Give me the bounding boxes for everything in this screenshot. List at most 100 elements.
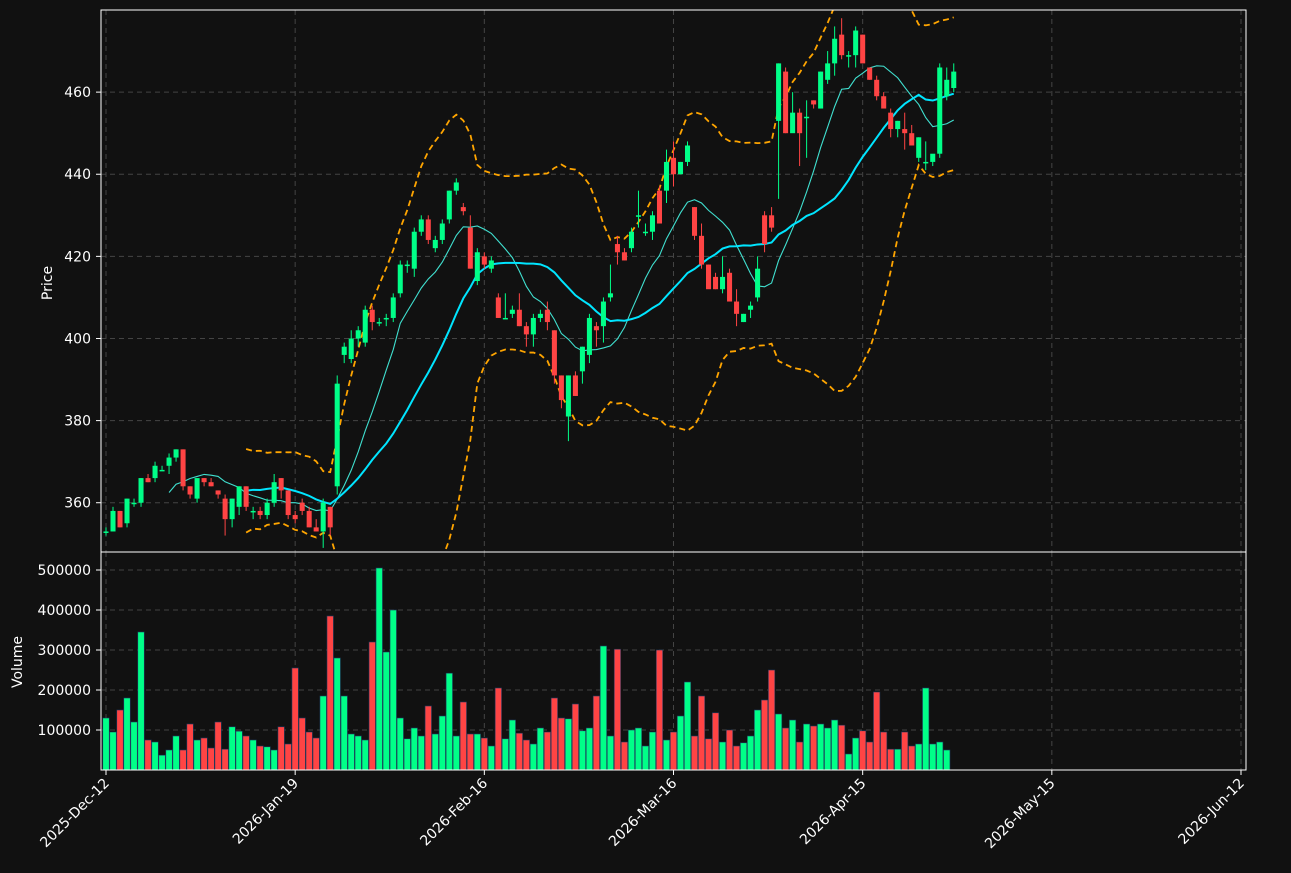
candle-body — [390, 297, 396, 318]
price-axis: 360 380 400 420 440 460 — [64, 85, 101, 512]
volume-bar — [305, 731, 313, 771]
volume-bar — [873, 691, 881, 771]
candle-body — [951, 71, 957, 89]
candle — [713, 272, 719, 290]
candle — [607, 264, 613, 302]
candle-body — [649, 215, 656, 232]
candle — [439, 219, 445, 245]
candle — [860, 34, 866, 64]
candle-body — [944, 79, 950, 97]
candle — [327, 506, 333, 536]
candle-body — [257, 510, 263, 516]
candle-body — [173, 449, 179, 458]
candle-body — [642, 231, 648, 234]
price-axis-label: Price — [40, 266, 56, 300]
candle — [741, 313, 747, 323]
volume-bar — [866, 741, 874, 771]
candle — [215, 490, 221, 499]
volume-bar — [719, 741, 727, 771]
candle — [755, 256, 761, 302]
candle-body — [558, 375, 564, 401]
volume-bar — [382, 651, 390, 771]
candle — [516, 293, 522, 327]
candle — [173, 449, 179, 462]
candle — [404, 260, 410, 273]
volume-bar — [733, 745, 741, 771]
candle — [117, 510, 123, 528]
candle-body — [250, 510, 256, 513]
candle — [229, 498, 235, 528]
candle — [818, 71, 824, 109]
candle — [769, 207, 775, 232]
volume-bar — [662, 739, 671, 771]
volume-bar — [922, 687, 930, 771]
candle-body — [320, 502, 326, 532]
volume-bar — [179, 749, 187, 771]
candle-body — [348, 338, 354, 360]
volume-bar — [571, 703, 579, 771]
candle-body — [720, 276, 726, 290]
candle — [250, 506, 256, 520]
candle — [131, 498, 137, 507]
volume-bar — [894, 748, 902, 771]
volume-bar — [915, 743, 923, 771]
candle-body — [208, 482, 214, 487]
candle-body — [811, 100, 817, 105]
candle-body — [790, 112, 796, 134]
candle — [551, 330, 557, 384]
volume-bar — [109, 731, 117, 771]
candle-body — [909, 133, 915, 146]
candle-body — [706, 264, 712, 290]
candle-body — [376, 322, 382, 324]
volume-bar — [431, 733, 439, 771]
volume-bar — [824, 727, 832, 771]
candle — [306, 506, 312, 528]
ma-slow-line — [245, 92, 955, 505]
candle — [902, 112, 908, 150]
candle — [264, 498, 270, 520]
candle-body — [369, 309, 375, 323]
candle — [348, 330, 354, 364]
candle — [846, 51, 852, 68]
volume-bar — [368, 641, 376, 771]
candle-body — [411, 231, 417, 269]
candle — [706, 264, 712, 290]
volume-bar — [908, 745, 916, 771]
candle-body — [691, 207, 698, 236]
price-grid — [101, 10, 1246, 552]
volume-bar — [634, 727, 642, 771]
volume-bar — [172, 735, 180, 771]
candle-body — [895, 120, 901, 130]
candle-body — [117, 510, 123, 528]
candle-body — [797, 112, 803, 134]
candle-body — [600, 301, 606, 327]
candle — [699, 223, 705, 269]
volume-bar — [347, 733, 355, 771]
candle-body — [243, 486, 249, 507]
volume-bar — [936, 741, 944, 771]
volume-bar — [515, 732, 523, 771]
volume-bar — [445, 672, 453, 771]
candle-body — [285, 490, 291, 516]
candle — [867, 67, 873, 80]
volume-bar — [803, 723, 811, 771]
volume-bar — [214, 721, 222, 771]
candle-body — [699, 235, 705, 265]
volume-bar — [817, 723, 825, 771]
candle-body — [383, 317, 389, 320]
volume-bar — [116, 709, 124, 771]
volume-bar — [698, 695, 706, 771]
candle-body — [166, 457, 172, 466]
candle — [839, 18, 845, 60]
candle — [355, 326, 361, 347]
volume-bar — [410, 727, 418, 771]
volume-bar — [943, 749, 951, 771]
candle-body — [271, 482, 277, 503]
volume-bar — [529, 743, 537, 771]
volume-bar — [326, 615, 334, 771]
volume-bar — [200, 737, 208, 771]
candle — [600, 297, 606, 343]
candle — [201, 478, 207, 487]
candle — [797, 108, 803, 167]
candle — [909, 124, 915, 146]
